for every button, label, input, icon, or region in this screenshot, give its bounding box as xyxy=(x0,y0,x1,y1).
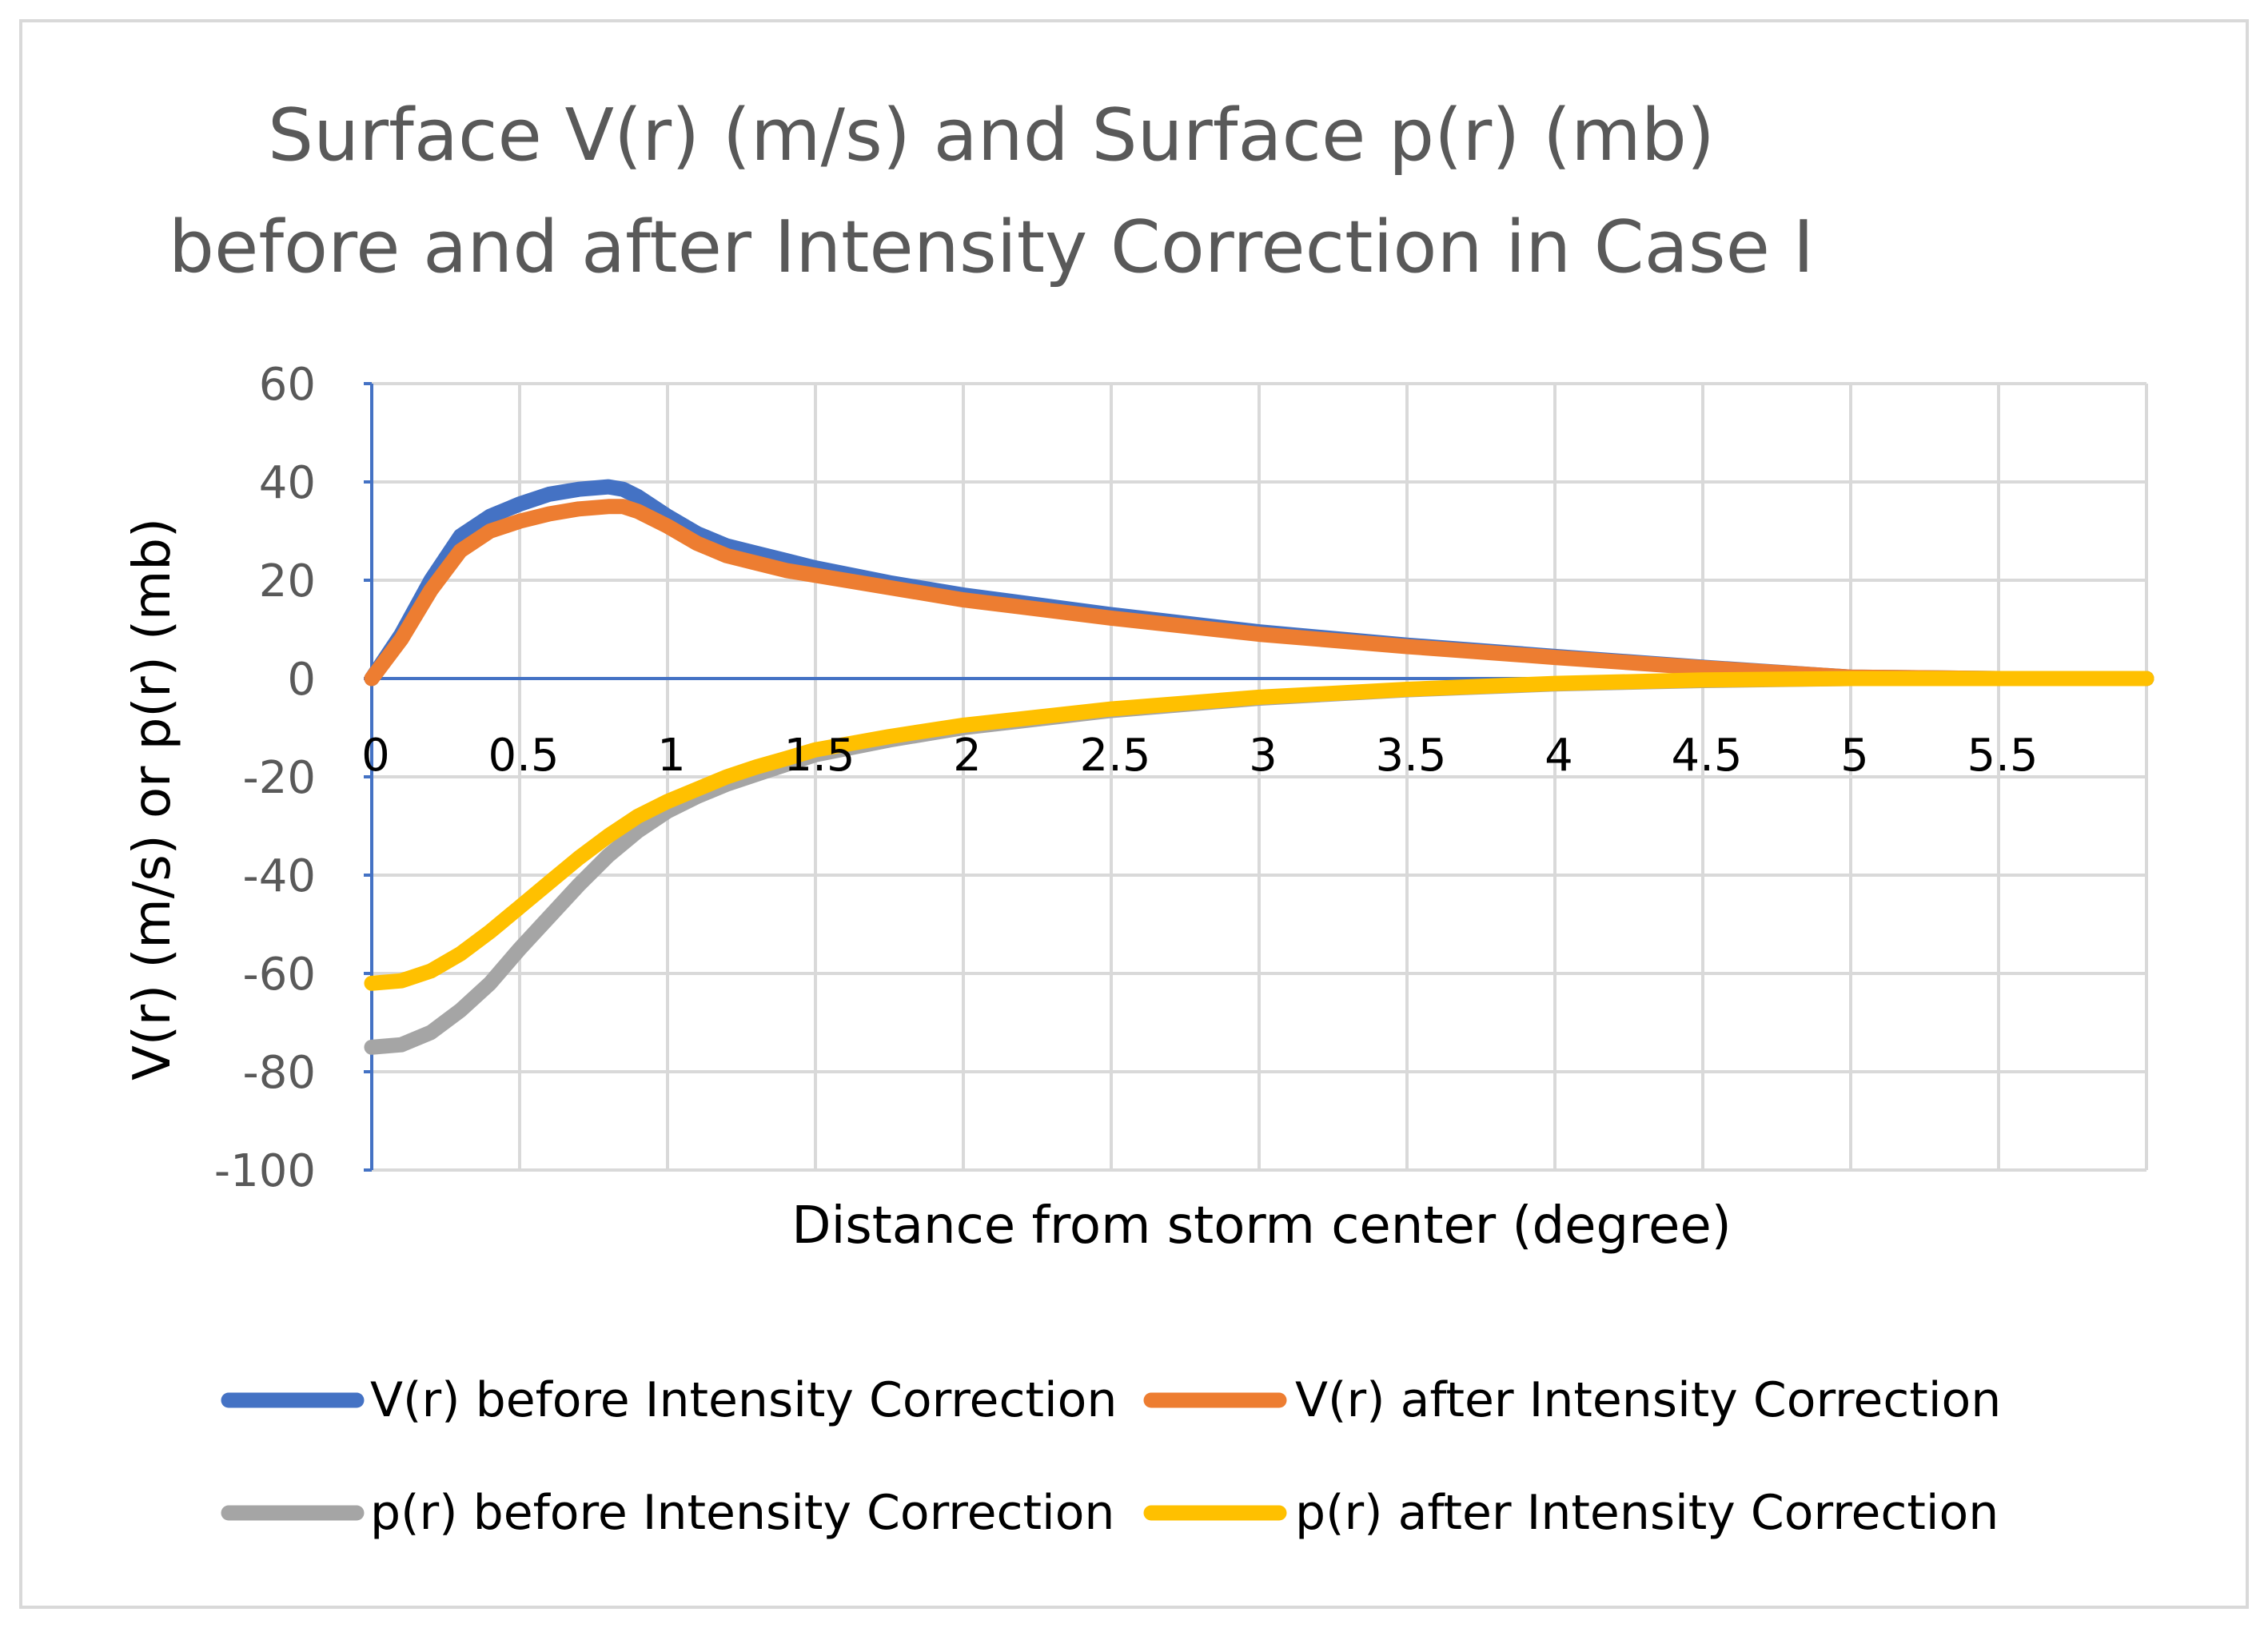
x-tick-label: 1 xyxy=(657,730,686,782)
y-tick-label: 60 xyxy=(259,359,316,411)
series-line-4 xyxy=(364,671,2154,991)
y-tick-label: -20 xyxy=(243,752,316,804)
series-lines xyxy=(364,479,2154,1055)
y-tick-label: 20 xyxy=(259,555,316,607)
y-tick-label: -60 xyxy=(243,949,316,1001)
y-tick-label: -80 xyxy=(243,1047,316,1099)
x-tick-labels: 0 0.5 1 1.5 2 2.5 3 3.5 4 4.5 5 5.5 xyxy=(361,730,2038,782)
legend-label: V(r) before Intensity Correction xyxy=(370,1372,1117,1428)
chart-title-line-2: before and after Intensity Correction in… xyxy=(169,205,1814,289)
y-tick-label: 0 xyxy=(287,654,316,706)
x-tick-label: 4.5 xyxy=(1671,730,1742,782)
y-tick-label: 40 xyxy=(259,457,316,509)
y-tick-label: -40 xyxy=(243,850,316,902)
x-tick-label: 1.5 xyxy=(783,730,855,782)
x-tick-label: 2 xyxy=(953,730,982,782)
x-tick-label: 0.5 xyxy=(488,730,559,782)
y-tick-labels: 60 40 20 0 -20 -40 -60 -80 -100 xyxy=(214,359,316,1197)
x-tick-label: 5.5 xyxy=(1967,730,2038,782)
legend-label: p(r) after Intensity Correction xyxy=(1295,1485,1999,1541)
legend-label: p(r) before Intensity Correction xyxy=(370,1485,1114,1541)
x-axis-title: Distance from storm center (degree) xyxy=(791,1196,1731,1256)
legend: V(r) before Intensity Correction V(r) aft… xyxy=(221,1372,2001,1541)
y-axis-title: V(r) (m/s) or p(r) (mb) xyxy=(123,518,182,1081)
legend-label: V(r) after Intensity Correction xyxy=(1295,1372,2001,1428)
x-tick-label: 5 xyxy=(1840,730,1869,782)
x-tick-label: 0 xyxy=(361,730,390,782)
series-line-2 xyxy=(364,499,2154,687)
chart-border xyxy=(19,19,2249,1609)
x-tick-label: 4 xyxy=(1545,730,1573,782)
y-tick-label: -100 xyxy=(214,1145,316,1197)
x-tick-label: 3.5 xyxy=(1375,730,1446,782)
x-tick-label: 3 xyxy=(1249,730,1277,782)
chart-title-line-1: Surface V(r) (m/s) and Surface p(r) (mb) xyxy=(268,94,1715,177)
x-tick-label: 2.5 xyxy=(1079,730,1150,782)
